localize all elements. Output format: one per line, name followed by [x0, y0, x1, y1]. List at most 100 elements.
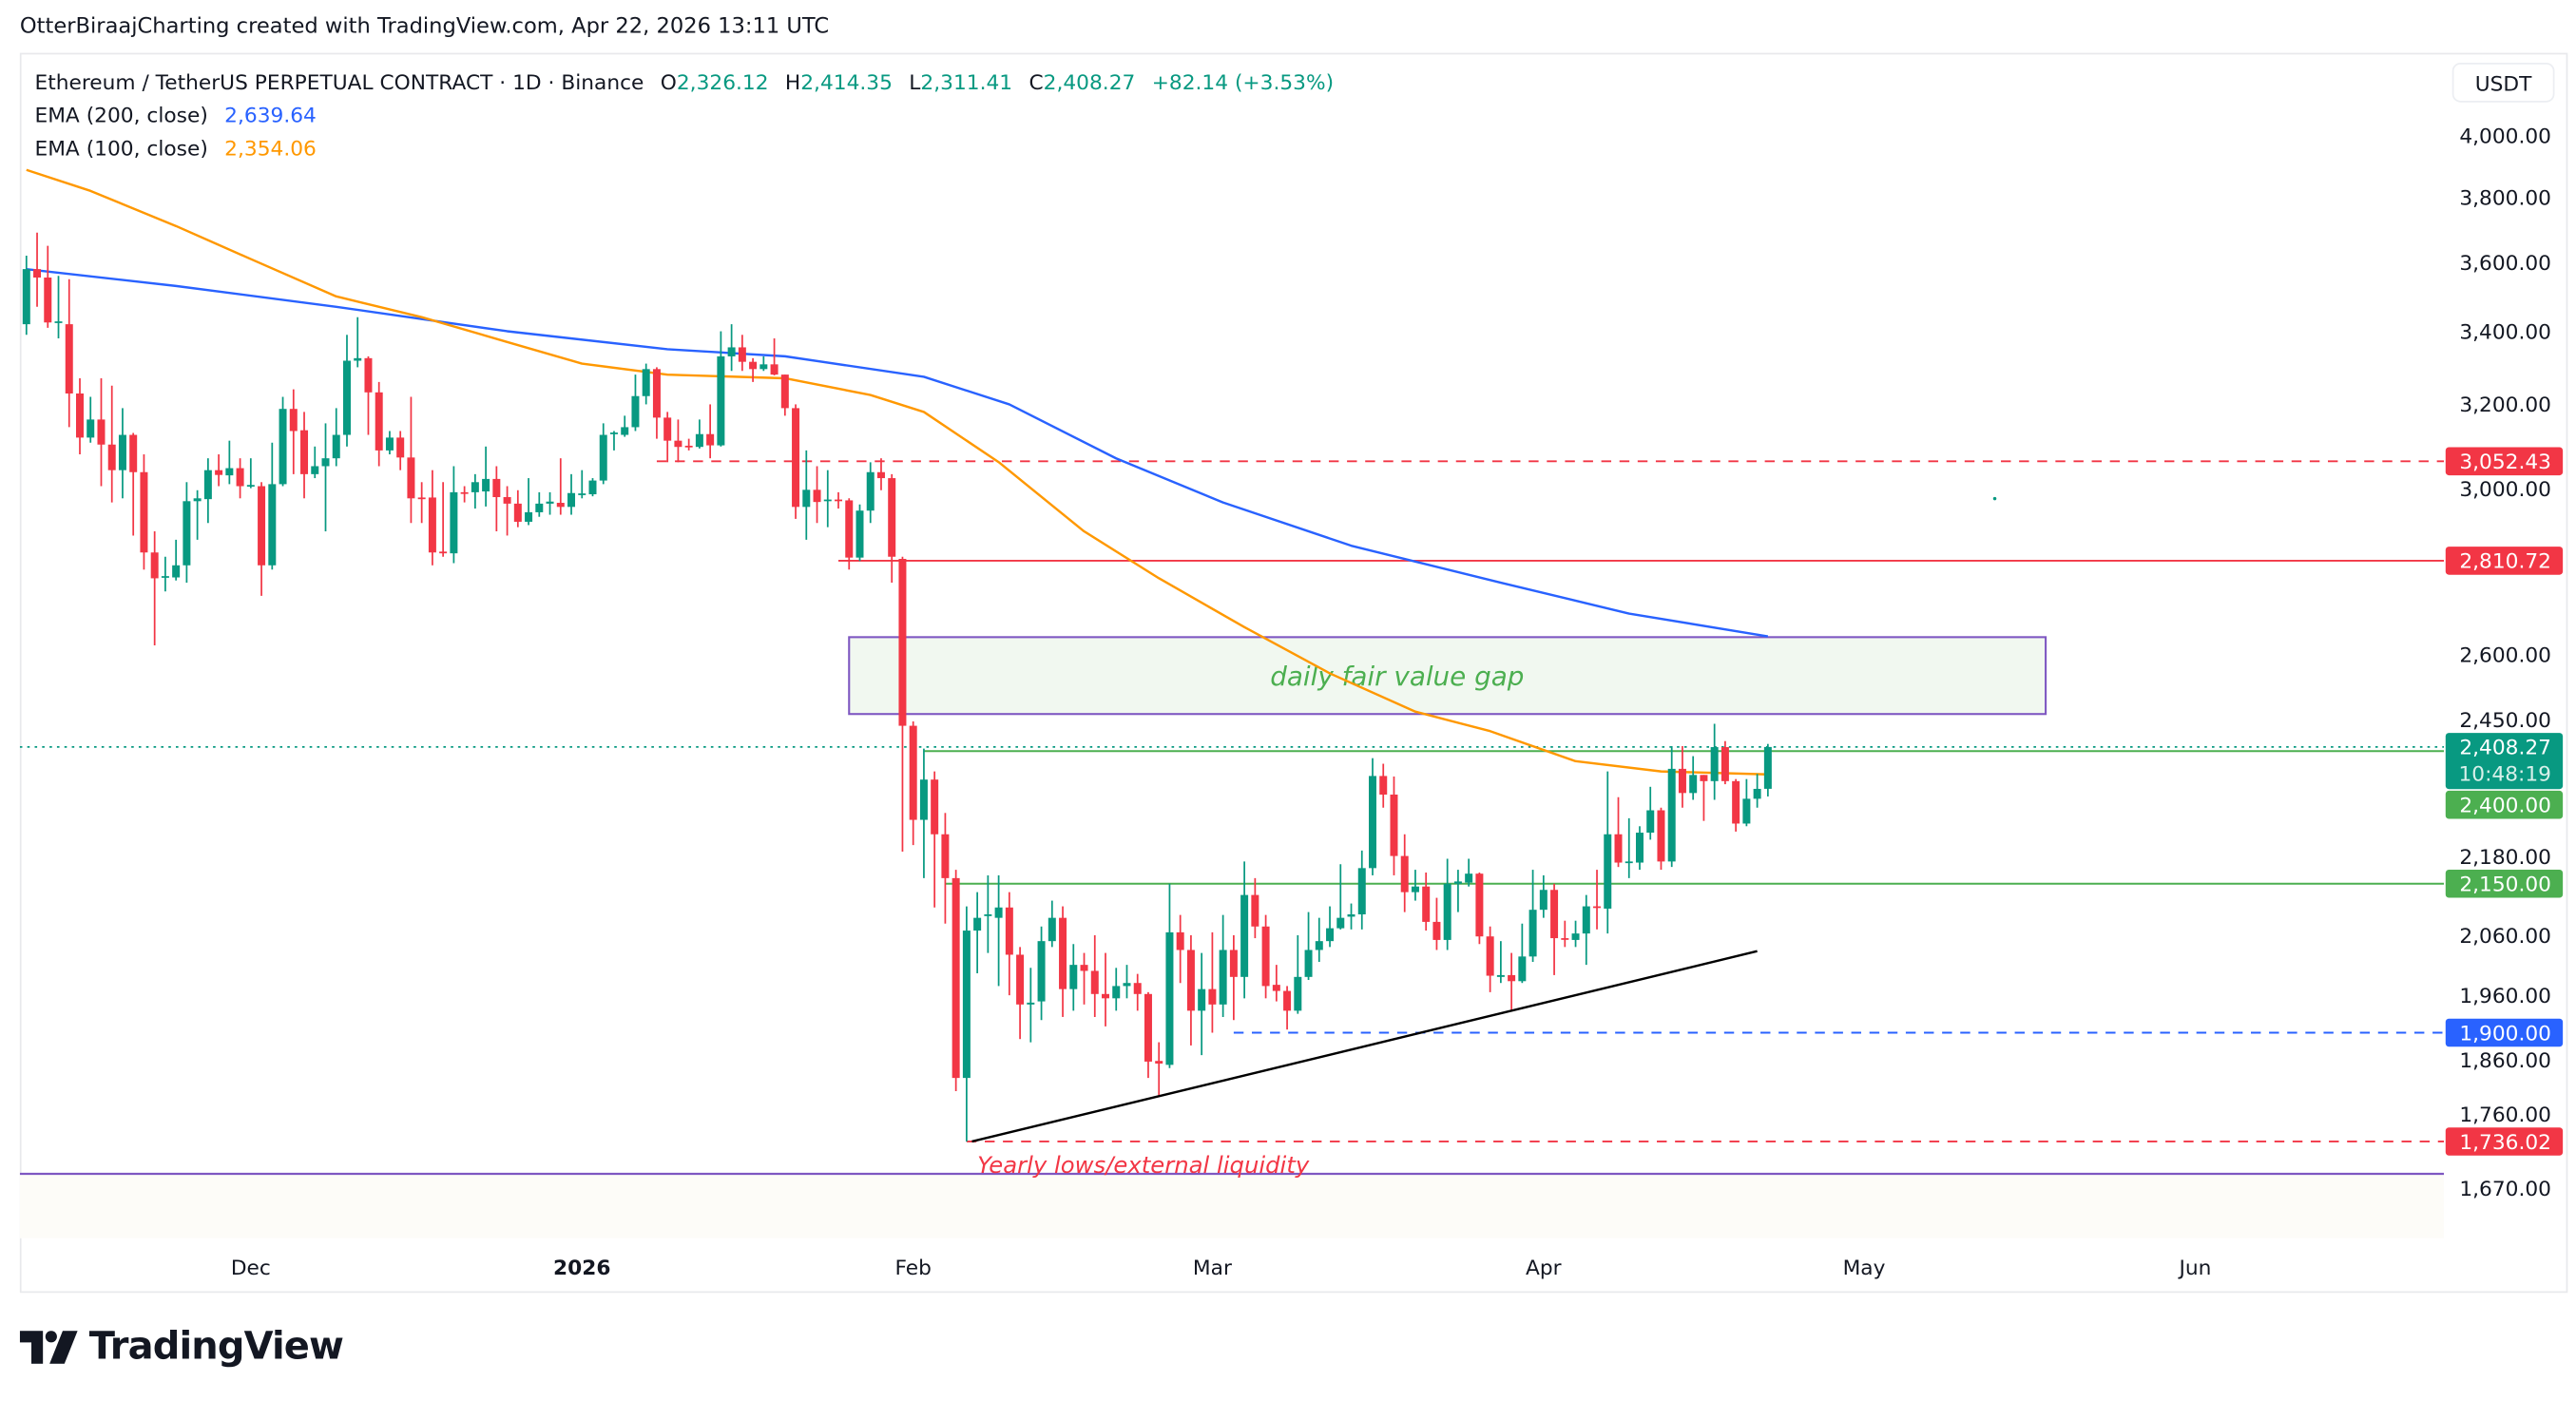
candle[interactable]	[717, 331, 725, 447]
candle[interactable]	[931, 771, 939, 908]
candle[interactable]	[823, 470, 832, 528]
candle[interactable]	[460, 486, 469, 503]
candle[interactable]	[1176, 914, 1184, 984]
candle[interactable]	[727, 324, 736, 372]
ema100-legend-row[interactable]: EMA (100, close) 2,354.06	[34, 132, 1343, 165]
candle[interactable]	[439, 482, 448, 557]
candle[interactable]	[652, 367, 661, 439]
candle[interactable]	[87, 396, 95, 443]
candle[interactable]	[1005, 892, 1013, 996]
candle[interactable]	[599, 423, 607, 485]
candle[interactable]	[268, 442, 277, 570]
candle[interactable]	[1657, 807, 1665, 871]
candle[interactable]	[1518, 923, 1527, 984]
candle[interactable]	[1689, 756, 1698, 800]
candle[interactable]	[952, 870, 960, 1092]
candle[interactable]	[621, 415, 629, 437]
candle[interactable]	[1165, 883, 1174, 1068]
candle[interactable]	[1112, 968, 1121, 1011]
candle[interactable]	[503, 486, 511, 536]
candle[interactable]	[172, 539, 181, 581]
candle[interactable]	[1272, 965, 1280, 1002]
candle[interactable]	[909, 720, 917, 846]
candle[interactable]	[1453, 870, 1462, 912]
candle[interactable]	[876, 458, 885, 490]
candle[interactable]	[65, 278, 73, 428]
candle[interactable]	[1016, 947, 1025, 1040]
candle[interactable]	[1294, 934, 1302, 1014]
candle[interactable]	[1411, 870, 1419, 901]
candle[interactable]	[482, 446, 490, 507]
candle[interactable]	[1347, 903, 1355, 930]
candle[interactable]	[663, 412, 672, 463]
candle[interactable]	[492, 466, 501, 532]
candle[interactable]	[770, 338, 779, 375]
candle[interactable]	[183, 482, 191, 584]
plot-area[interactable]: daily fair value gap Yearly lows/external…	[19, 168, 2445, 1238]
candle[interactable]	[1080, 952, 1088, 1005]
candle[interactable]	[1422, 873, 1431, 931]
candle[interactable]	[1700, 775, 1708, 821]
candle[interactable]	[332, 408, 340, 467]
candle[interactable]	[150, 531, 159, 646]
candle[interactable]	[161, 556, 169, 592]
candle[interactable]	[342, 335, 351, 447]
candle[interactable]	[845, 498, 854, 570]
candle[interactable]	[780, 374, 789, 416]
candle[interactable]	[118, 408, 126, 499]
candle[interactable]	[631, 374, 640, 432]
candle[interactable]	[962, 906, 971, 1142]
candle[interactable]	[258, 482, 266, 596]
candle[interactable]	[203, 458, 212, 524]
candle[interactable]	[140, 454, 148, 570]
candle[interactable]	[835, 491, 843, 509]
candle[interactable]	[535, 491, 544, 517]
candle[interactable]	[1721, 740, 1729, 785]
candle[interactable]	[1186, 934, 1195, 1046]
candle[interactable]	[1037, 926, 1046, 1021]
candle[interactable]	[898, 556, 907, 852]
candle[interactable]	[1315, 917, 1323, 962]
candle[interactable]	[1550, 883, 1559, 975]
candle[interactable]	[525, 478, 533, 526]
candle[interactable]	[1763, 743, 1772, 796]
candle[interactable]	[1251, 877, 1259, 939]
candle[interactable]	[813, 466, 821, 524]
candle[interactable]	[1048, 900, 1056, 948]
candle[interactable]	[22, 256, 30, 336]
candle[interactable]	[311, 446, 319, 479]
candle[interactable]	[1528, 870, 1537, 962]
candle[interactable]	[225, 440, 234, 485]
symbol-title[interactable]: Ethereum / TetherUS PERPETUAL CONTRACT ·…	[34, 68, 644, 95]
candle[interactable]	[1635, 826, 1644, 871]
candle[interactable]	[738, 335, 746, 372]
candle[interactable]	[1304, 912, 1313, 981]
candle[interactable]	[759, 355, 768, 372]
candle[interactable]	[407, 396, 415, 524]
candle[interactable]	[1678, 745, 1686, 808]
candle[interactable]	[1432, 897, 1441, 950]
candle[interactable]	[919, 748, 928, 878]
candle[interactable]	[1571, 920, 1580, 948]
candle[interactable]	[1368, 758, 1376, 875]
candle[interactable]	[1593, 870, 1602, 930]
candle[interactable]	[749, 357, 758, 382]
tradingview-logo[interactable]: TradingView	[19, 1326, 344, 1369]
candle[interactable]	[556, 458, 565, 515]
candle[interactable]	[1539, 874, 1548, 918]
candle[interactable]	[706, 404, 715, 459]
candle[interactable]	[193, 489, 202, 540]
candle[interactable]	[33, 232, 42, 307]
candle[interactable]	[1059, 906, 1067, 1017]
candle[interactable]	[471, 473, 479, 509]
candle[interactable]	[1496, 941, 1505, 984]
candle[interactable]	[1240, 861, 1249, 999]
ema200-line[interactable]	[26, 267, 1769, 638]
candle[interactable]	[1357, 850, 1366, 930]
candle[interactable]	[1027, 968, 1035, 1043]
candle[interactable]	[1069, 944, 1078, 1011]
candle[interactable]	[1400, 834, 1409, 912]
candle[interactable]	[1133, 973, 1142, 1011]
candle[interactable]	[994, 874, 1003, 987]
symbol-legend-row[interactable]: Ethereum / TetherUS PERPETUAL CONTRACT ·…	[34, 66, 1343, 99]
